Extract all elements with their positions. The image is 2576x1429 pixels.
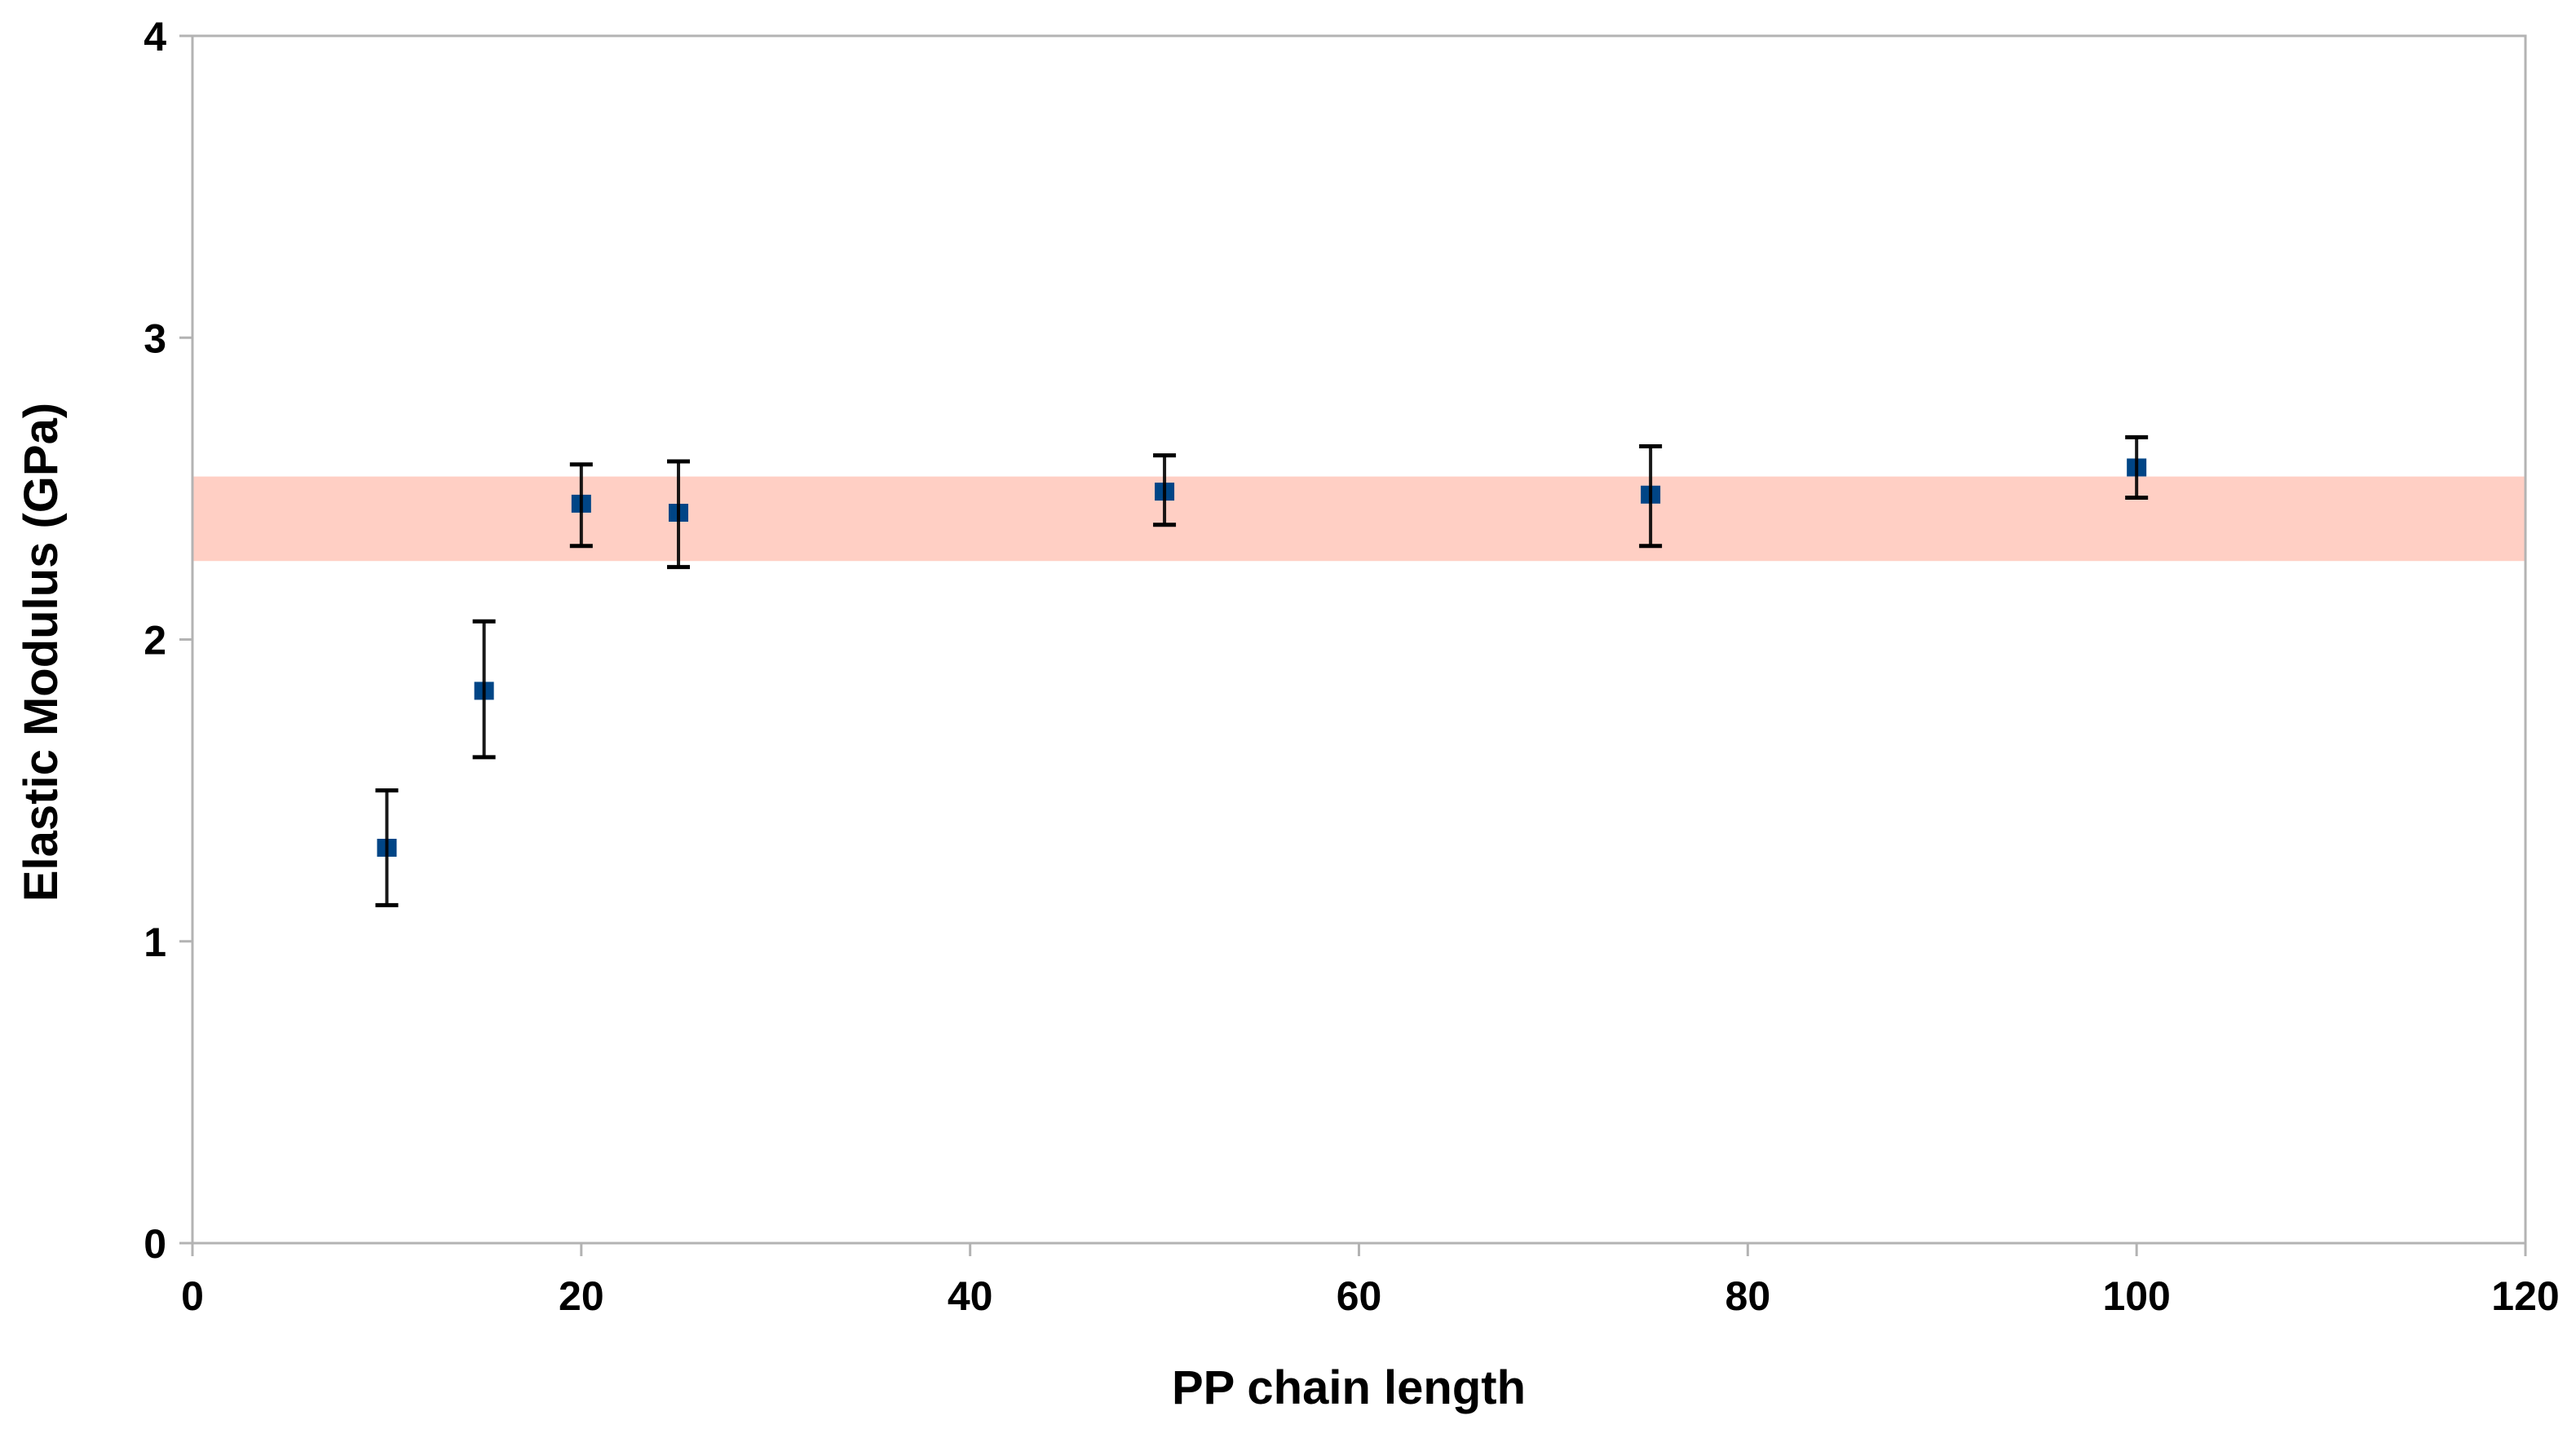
y-tick-label-4: 4	[144, 14, 166, 60]
x-tick-label-0: 0	[181, 1273, 204, 1319]
x-tick-label-4: 80	[1725, 1273, 1771, 1319]
x-tick-label-2: 40	[948, 1273, 993, 1319]
x-tick-label-6: 120	[2491, 1273, 2559, 1319]
x-tick-label-5: 100	[2102, 1273, 2170, 1319]
plot-frame	[191, 34, 2527, 1245]
x-tick-label-3: 60	[1337, 1273, 1382, 1319]
y-tick-label-2: 2	[144, 618, 166, 664]
y-tick-label-0: 0	[144, 1221, 166, 1267]
y-axis-label: Elastic Modulus (GPa)	[15, 403, 68, 902]
x-axis-label: PP chain length	[1172, 1361, 1526, 1414]
y-tick-label-3: 3	[144, 315, 166, 361]
y-tick-label-1: 1	[144, 920, 166, 965]
reference-band	[192, 476, 2525, 562]
x-tick-label-1: 20	[559, 1273, 604, 1319]
